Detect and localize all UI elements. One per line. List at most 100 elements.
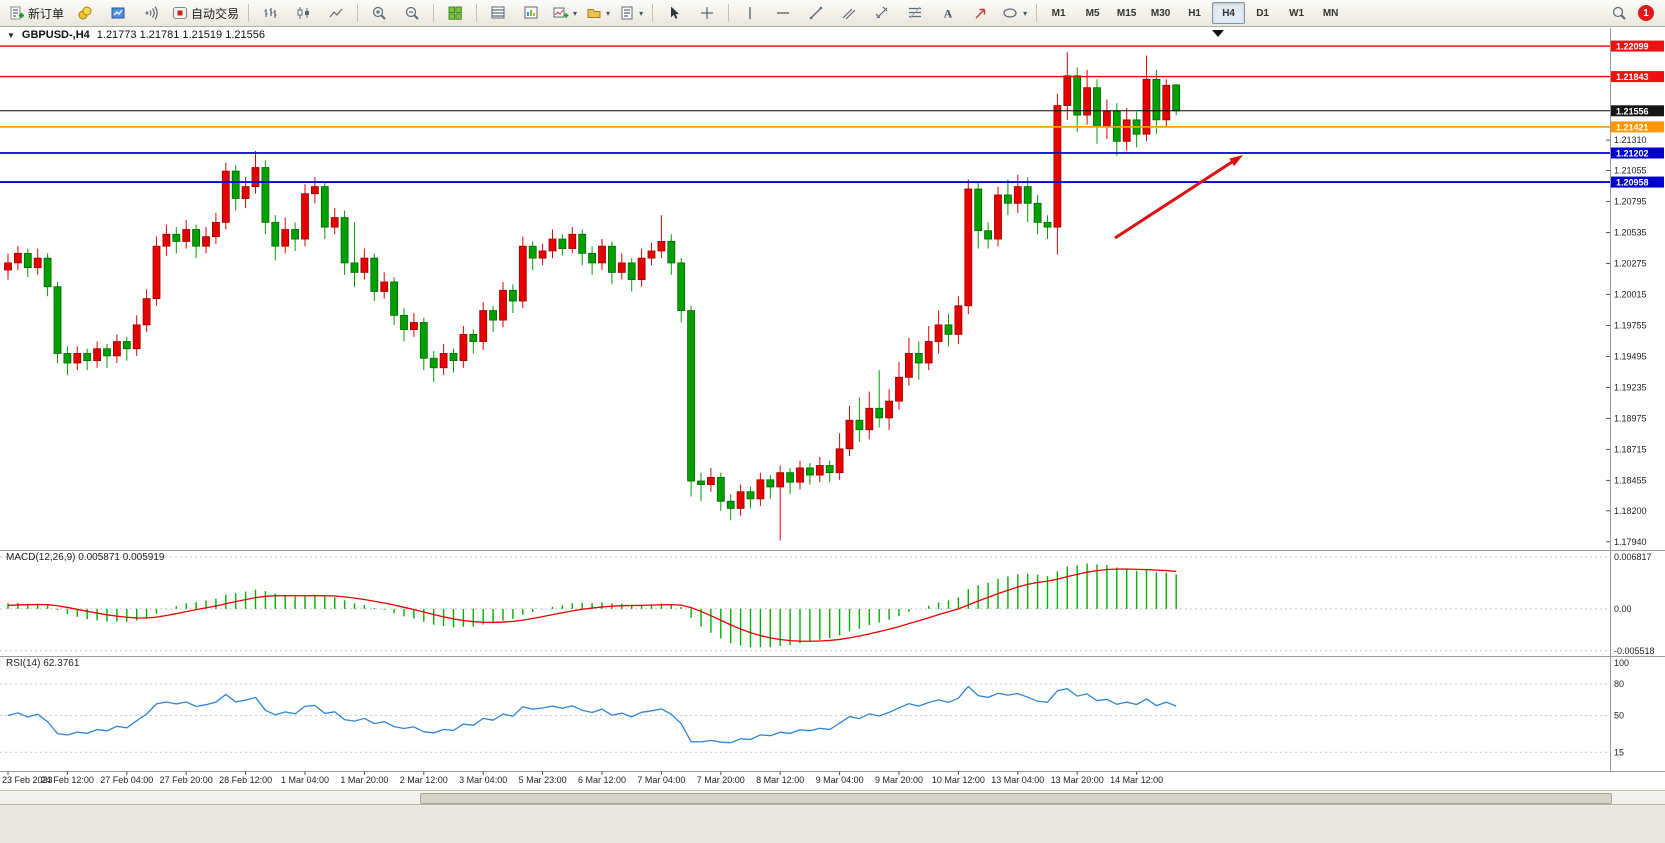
pitchfork-icon [875, 6, 888, 19]
annotations[interactable] [1114, 155, 1243, 240]
templates-button[interactable]: ▾ [615, 1, 647, 25]
svg-text:27 Feb 20:00: 27 Feb 20:00 [160, 775, 213, 785]
timeframe-button-W1[interactable]: W1 [1289, 7, 1305, 19]
indicator-gridlines [0, 556, 1610, 753]
auto-trading-icon [173, 7, 188, 19]
zoom-out-icon [405, 6, 419, 20]
svg-text:9 Mar 20:00: 9 Mar 20:00 [875, 775, 923, 785]
toolbar-separator [248, 4, 250, 22]
arrow-label-button[interactable] [965, 1, 997, 25]
svg-text:10 Mar 12:00: 10 Mar 12:00 [932, 775, 985, 785]
svg-text:5 Mar 23:00: 5 Mar 23:00 [519, 775, 567, 785]
search-button[interactable] [1603, 1, 1635, 25]
new-chart-button[interactable]: ▾ [548, 1, 581, 25]
svg-text:27 Feb 04:00: 27 Feb 04:00 [100, 775, 153, 785]
cursor-button[interactable] [658, 1, 690, 25]
profile-chart-button[interactable] [102, 1, 134, 25]
svg-text:24 Feb 12:00: 24 Feb 12:00 [41, 775, 94, 785]
text-label-button[interactable]: A [932, 1, 964, 25]
svg-text:13 Mar 04:00: 13 Mar 04:00 [991, 775, 1044, 785]
trendline-icon [809, 6, 823, 20]
svg-text:1.21310: 1.21310 [1614, 135, 1647, 145]
timeframe-button-H1[interactable]: H1 [1188, 7, 1201, 19]
vertical-line-button[interactable] [734, 1, 766, 25]
vertical-line-icon [749, 7, 751, 19]
timeframe-button-M30[interactable]: M30 [1150, 7, 1171, 19]
line-chart-button[interactable] [320, 1, 352, 25]
chevron-down-icon: ▾ [573, 8, 578, 18]
profile-chart-icon [111, 7, 125, 19]
bar-chart-button[interactable] [254, 1, 286, 25]
zoom-out-button[interactable] [396, 1, 428, 25]
svg-text:1.18455: 1.18455 [1614, 475, 1647, 485]
svg-text:1.20958: 1.20958 [1616, 178, 1649, 188]
timeframe-button-M5[interactable]: M5 [1085, 7, 1100, 19]
svg-text:15: 15 [1614, 747, 1624, 757]
trend-arrow-head[interactable] [1229, 155, 1243, 167]
timeframe-button-H4[interactable]: H4 [1212, 2, 1246, 24]
coins-button[interactable] [69, 1, 101, 25]
zoom-in-button[interactable] [363, 1, 395, 25]
horizontal-line-button[interactable] [767, 1, 799, 25]
timeframe-button-D1[interactable]: D1 [1256, 7, 1269, 19]
coins-icon [78, 6, 92, 20]
profiles-button[interactable]: ▾ [582, 1, 614, 25]
timeframe-button-M15[interactable]: M15 [1116, 7, 1137, 19]
svg-text:13 Mar 20:00: 13 Mar 20:00 [1051, 775, 1104, 785]
new-order-icon [10, 6, 24, 20]
timeframe-button-MN[interactable]: MN [1322, 7, 1339, 19]
toolbar-separator [652, 4, 654, 22]
chart-symbol-period: GBPUSD-,H4 [21, 29, 90, 41]
cursor-icon [671, 6, 680, 19]
chart-ohlc-quote: 1.21773 1.21781 1.21519 1.21556 [96, 29, 265, 41]
channel-icon [842, 8, 856, 20]
price-badge [1611, 40, 1664, 52]
candlestick-chart-button[interactable] [287, 1, 319, 25]
price-badge [1611, 105, 1664, 117]
svg-text:0.006817: 0.006817 [1614, 552, 1652, 562]
chart-canvas[interactable]: 0.006817 0.00 -0.005518 100 80 50 15 1.21310 1.2… [0, 28, 1665, 790]
bar-chart-icon [264, 8, 277, 18]
scrollbar-thumb[interactable] [420, 793, 1612, 804]
strategy-tester-button[interactable] [515, 1, 547, 25]
svg-text:1.19495: 1.19495 [1614, 351, 1647, 361]
trendline-button[interactable] [800, 1, 832, 25]
auto-trading-label: 自动交易 [191, 6, 240, 21]
svg-text:14 Mar 12:00: 14 Mar 12:00 [1110, 775, 1163, 785]
toolbar-separator [476, 4, 478, 22]
channel-button[interactable] [833, 1, 865, 25]
chart-shift-marker[interactable] [1212, 30, 1224, 37]
new-order-button[interactable]: 新订单 [5, 1, 68, 25]
svg-text:9 Mar 04:00: 9 Mar 04:00 [816, 775, 864, 785]
fibonacci-button[interactable] [899, 1, 931, 25]
shapes-button[interactable]: ▾ [998, 1, 1031, 25]
svg-text:1.19755: 1.19755 [1614, 320, 1647, 330]
toolbar-separator [357, 4, 359, 22]
horizontal-scrollbar[interactable] [0, 790, 1665, 804]
chart-window[interactable]: ▼ GBPUSD-,H4 1.21773 1.21781 1.21519 1.2… [0, 28, 1665, 843]
svg-text:1.18715: 1.18715 [1614, 444, 1647, 454]
svg-text:1.21556: 1.21556 [1616, 106, 1649, 116]
arrow-label-icon [975, 8, 986, 19]
rsi-line [7, 685, 1177, 744]
signal-button[interactable] [135, 1, 167, 25]
notification-badge[interactable]: 1 [1638, 5, 1654, 21]
trend-arrow[interactable] [1114, 160, 1233, 240]
pitchfork-button[interactable] [866, 1, 898, 25]
svg-text:1.20535: 1.20535 [1614, 227, 1647, 237]
svg-text:1.21421: 1.21421 [1616, 122, 1649, 132]
svg-text:1.21202: 1.21202 [1616, 148, 1649, 158]
profiles-icon [587, 9, 601, 18]
svg-text:8 Mar 12:00: 8 Mar 12:00 [756, 775, 804, 785]
timeframe-button-M1[interactable]: M1 [1051, 7, 1066, 19]
level-lines[interactable] [0, 45, 1610, 183]
collapse-chart-icon[interactable]: ▼ [7, 30, 15, 40]
svg-text:1.20795: 1.20795 [1614, 197, 1647, 207]
data-window-button[interactable] [482, 1, 514, 25]
crosshair-icon [701, 7, 714, 19]
tile-windows-button[interactable] [439, 1, 471, 25]
price-badge [1611, 121, 1664, 133]
crosshair-button[interactable] [691, 1, 723, 25]
auto-trading-button[interactable]: 自动交易 [168, 1, 243, 25]
candlestick-chart-icon [297, 7, 310, 19]
